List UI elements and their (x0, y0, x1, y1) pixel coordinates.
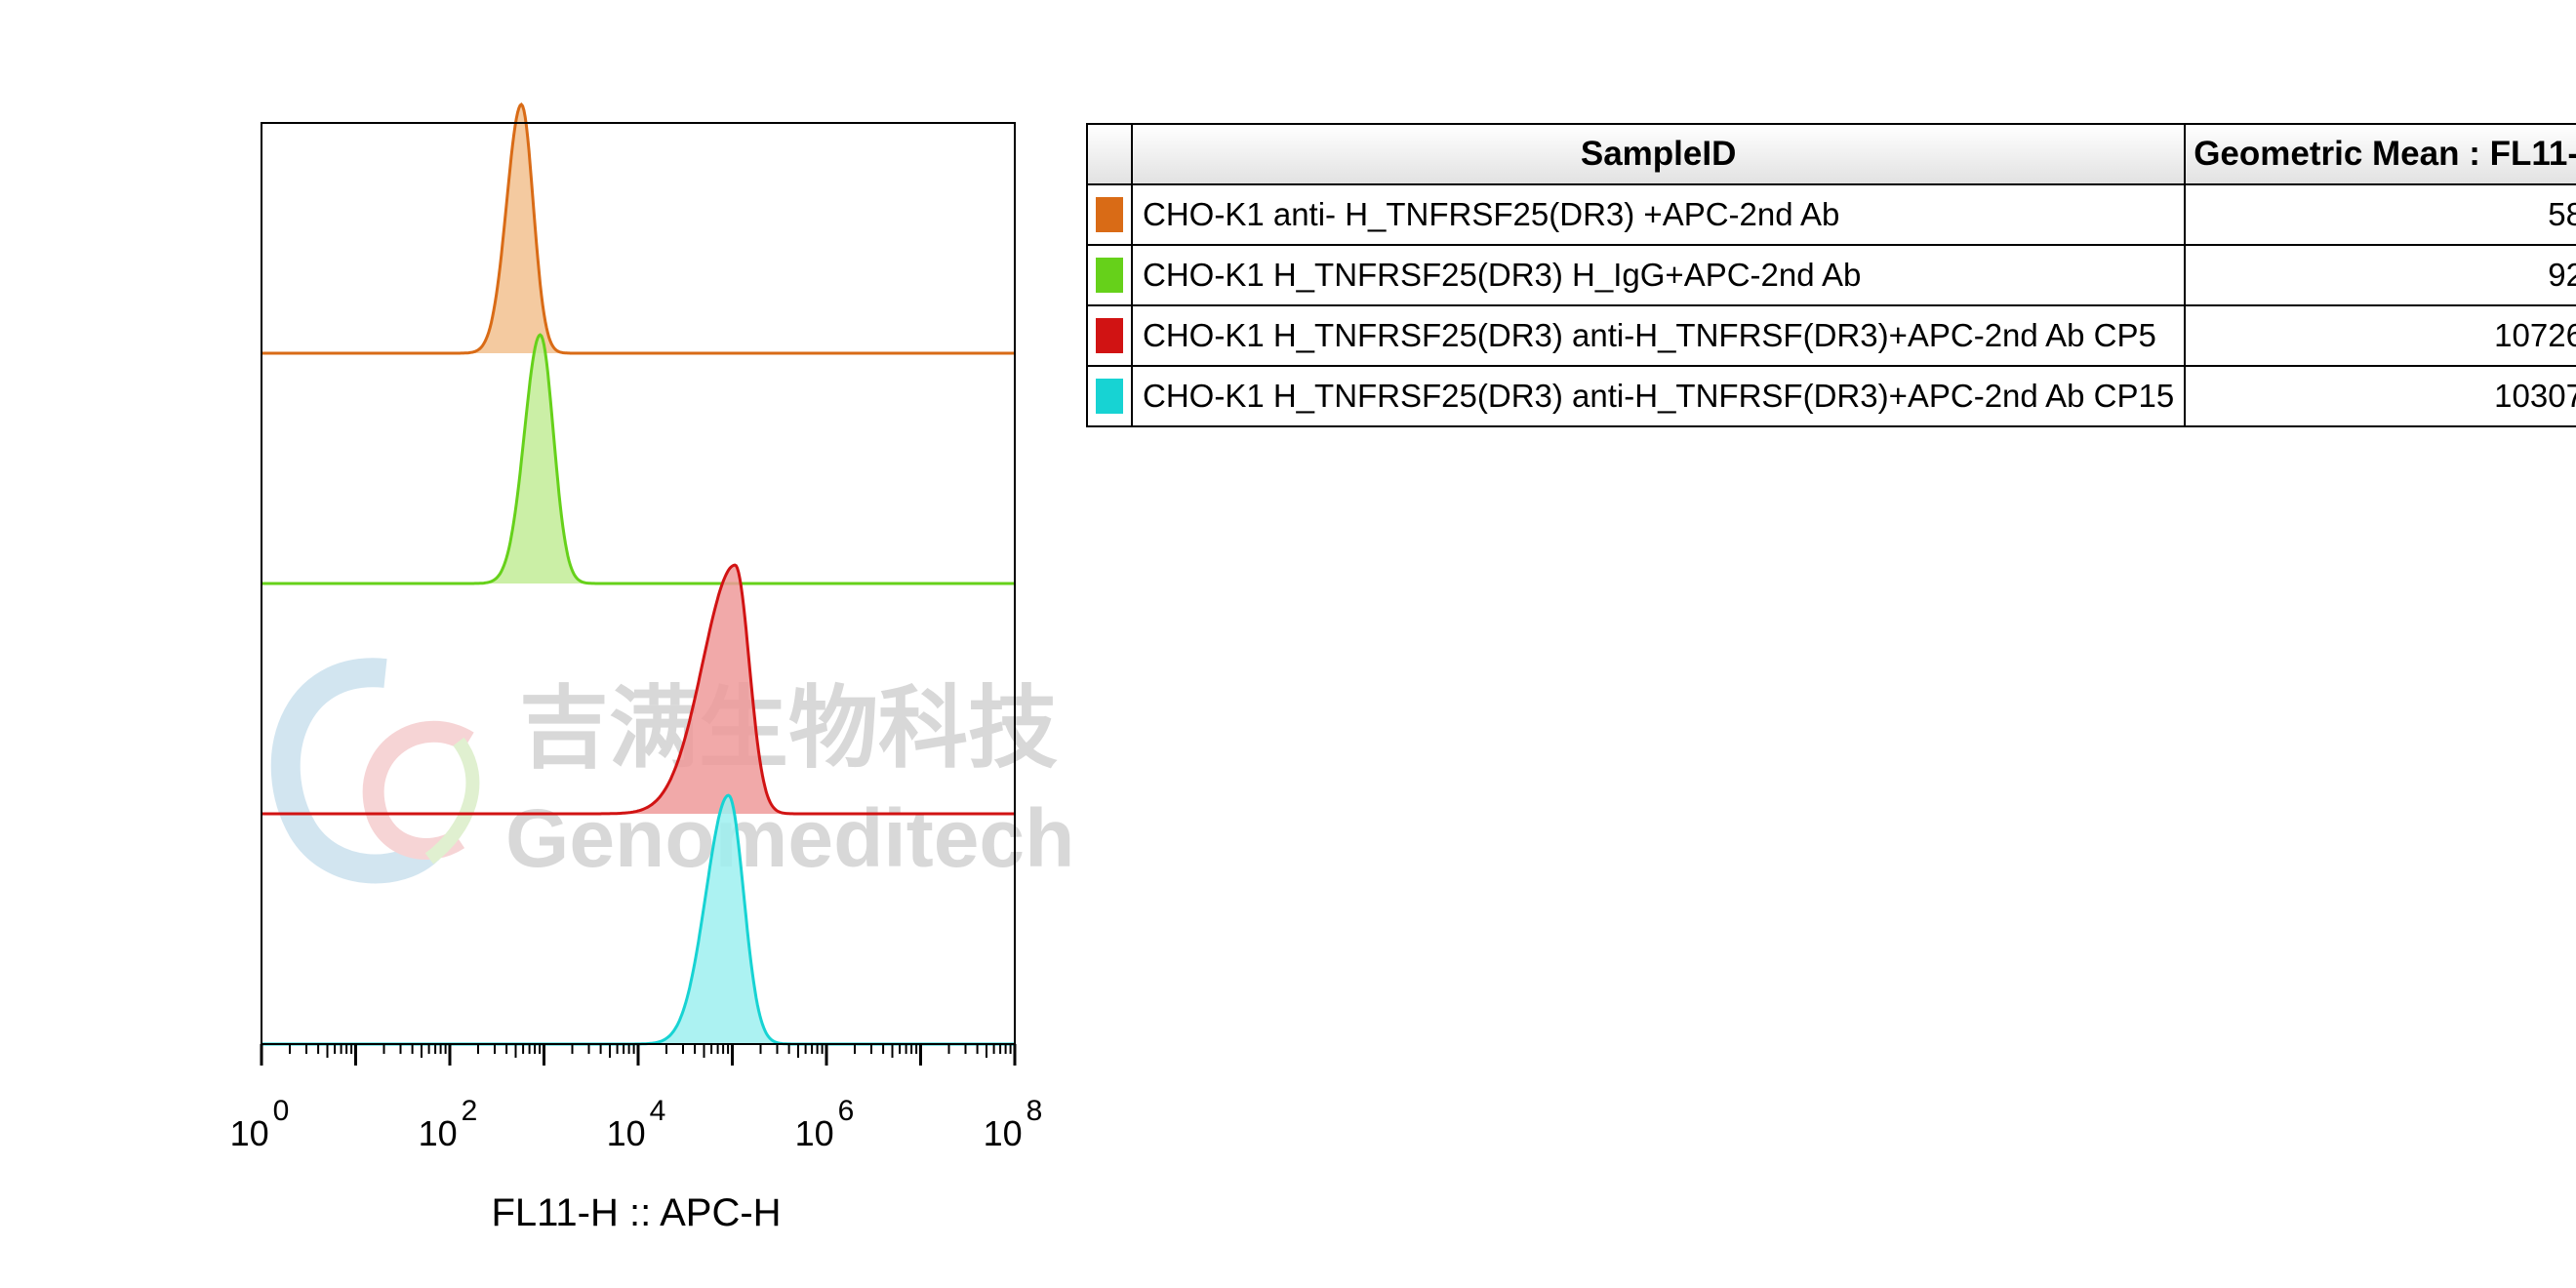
x-tick-label: 100 (230, 1095, 290, 1153)
sample-legend-table: SampleID Geometric Mean : FL11-H CHO-K1 … (1086, 123, 2576, 427)
histogram-fill (262, 104, 1015, 353)
legend-row: CHO-K1 anti- H_TNFRSF25(DR3) +APC-2nd Ab… (1086, 183, 2576, 246)
legend-color-swatch (1096, 379, 1123, 414)
tick-exponent: 8 (1026, 1095, 1043, 1127)
watermark-chinese-text: 吉满生物科技 (519, 676, 1058, 781)
tick-exponent: 6 (838, 1095, 855, 1127)
legend-header-row: SampleID Geometric Mean : FL11-H (1086, 123, 2576, 185)
histogram-layer (262, 102, 1015, 1046)
legend-geometric-mean: 103075 (2184, 365, 2576, 427)
tick-base: 10 (984, 1113, 1023, 1153)
tick-exponent: 2 (462, 1095, 478, 1127)
tick-base: 10 (607, 1113, 646, 1153)
histogram-curve (262, 102, 1015, 355)
legend-geometric-mean: 924 (2184, 244, 2576, 306)
x-axis (260, 1044, 1017, 1066)
legend-geometric-mean: 581 (2184, 183, 2576, 246)
legend-geomean-header: Geometric Mean : FL11-H (2184, 123, 2576, 185)
legend-swatch-cell (1086, 244, 1133, 306)
legend-geometric-mean: 107266 (2184, 304, 2576, 367)
legend-row: CHO-K1 H_TNFRSF25(DR3) anti-H_TNFRSF(DR3… (1086, 365, 2576, 427)
legend-sample-id: CHO-K1 anti- H_TNFRSF25(DR3) +APC-2nd Ab (1130, 183, 2187, 246)
x-tick-label: 108 (984, 1095, 1043, 1153)
tick-exponent: 4 (650, 1095, 666, 1127)
legend-sample-id: CHO-K1 H_TNFRSF25(DR3) H_IgG+APC-2nd Ab (1130, 244, 2187, 306)
legend-row: CHO-K1 H_TNFRSF25(DR3) H_IgG+APC-2nd Ab 9… (1086, 244, 2576, 306)
legend-color-swatch (1096, 318, 1123, 353)
watermark: 吉满生物科技 Genomeditech (270, 658, 1073, 884)
histogram-curve (262, 333, 1015, 585)
watermark-english-text: Genomeditech (505, 792, 1073, 884)
legend-color-swatch (1096, 258, 1123, 293)
legend-sample-id: CHO-K1 H_TNFRSF25(DR3) anti-H_TNFRSF(DR3… (1130, 304, 2187, 367)
tick-base: 10 (419, 1113, 458, 1153)
x-tick-label: 104 (607, 1095, 666, 1153)
legend-color-swatch (1096, 197, 1123, 232)
legend-sampleid-header: SampleID (1130, 123, 2187, 185)
legend-swatch-cell (1086, 304, 1133, 367)
histogram-curve (262, 563, 1015, 816)
x-tick-label: 106 (795, 1095, 855, 1153)
legend-swatch-header (1086, 123, 1133, 185)
tick-base: 10 (795, 1113, 834, 1153)
legend-row: CHO-K1 H_TNFRSF25(DR3) anti-H_TNFRSF(DR3… (1086, 304, 2576, 367)
tick-base: 10 (230, 1113, 269, 1153)
histogram-fill (262, 335, 1015, 584)
legend-swatch-cell (1086, 183, 1133, 246)
x-tick-label: 102 (419, 1095, 478, 1153)
legend-swatch-cell (1086, 365, 1133, 427)
watermark-logo-icon (270, 658, 480, 884)
legend-sample-id: CHO-K1 H_TNFRSF25(DR3) anti-H_TNFRSF(DR3… (1130, 365, 2187, 427)
x-axis-label: FL11-H :: APC-H (491, 1191, 781, 1234)
tick-exponent: 0 (273, 1095, 290, 1127)
